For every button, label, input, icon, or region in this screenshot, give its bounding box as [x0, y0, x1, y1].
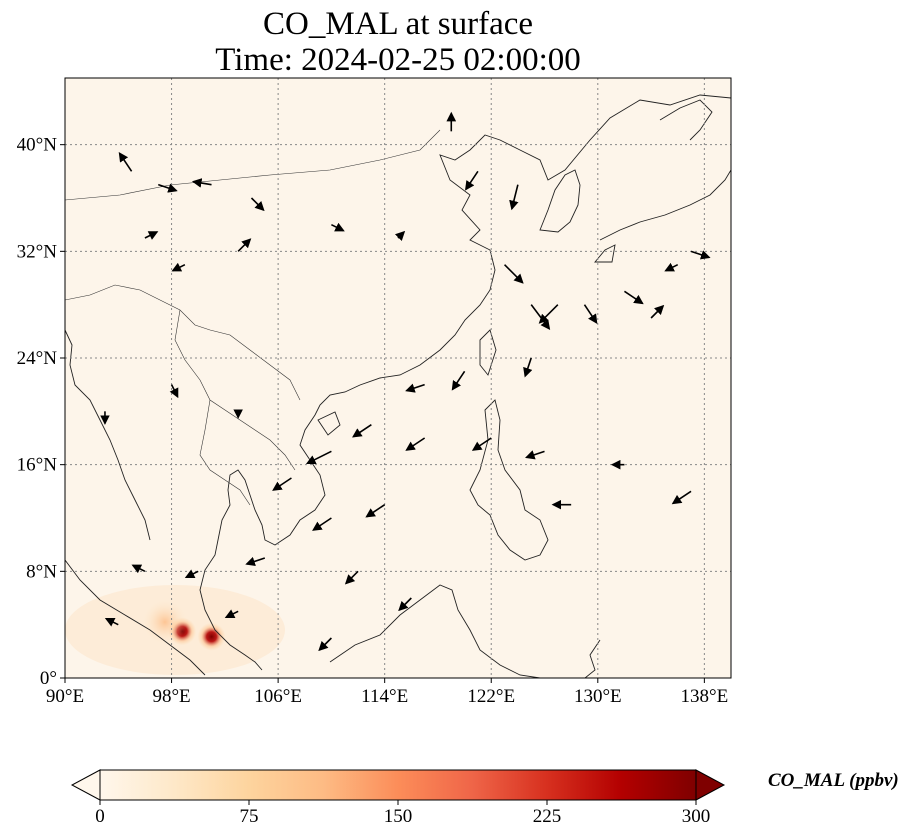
colorbar-label: CO_MAL (ppbv): [768, 770, 899, 791]
y-tick-label: 16°N: [17, 455, 58, 476]
wind-arrow: [312, 517, 332, 531]
x-tick-label: 90°E: [46, 686, 84, 707]
wind-arrow: [118, 152, 133, 172]
y-tick-label: 0°: [40, 668, 57, 689]
wind-arrow: [318, 637, 332, 652]
map-frame: [64, 77, 732, 679]
wind-arrow: [650, 304, 665, 319]
wind-arrow: [471, 437, 492, 451]
y-tick-label: 24°N: [17, 348, 58, 369]
wind-arrow: [365, 504, 386, 518]
wind-vectors: [100, 111, 711, 652]
x-tick-label: 138°E: [681, 686, 729, 707]
wind-arrow: [305, 450, 332, 465]
colorbar-tick-label: 225: [533, 806, 562, 827]
wind-arrow: [525, 450, 545, 460]
co-plume: [142, 600, 187, 644]
wind-arrow: [394, 230, 406, 242]
y-tick-label: 32°N: [17, 241, 58, 262]
colorbar: 0 75 150 225 300: [70, 769, 726, 827]
map-background: [65, 78, 731, 678]
wind-arrow: [465, 170, 479, 191]
colorbar-tick-label: 0: [95, 806, 105, 827]
wind-arrow: [690, 250, 711, 260]
wind-arrow: [509, 184, 519, 211]
wind-arrow: [245, 556, 266, 567]
wind-arrow: [157, 183, 178, 193]
wind-arrow: [503, 264, 524, 284]
wind-arrow: [405, 437, 426, 451]
wind-arrow: [583, 304, 598, 324]
x-tick-label: 130°E: [574, 686, 622, 707]
co-plume: [197, 622, 226, 651]
wind-arrow: [237, 238, 252, 252]
wind-arrow: [104, 617, 119, 627]
axis-layer: 90°E 98°E 106°E 114°E 122°E 130°E 138°E 0° 8°N 16…: [17, 135, 729, 707]
y-tick-label: 8°N: [26, 561, 57, 582]
wind-arrow: [144, 231, 159, 240]
colorbar-tick-label: 300: [682, 806, 711, 827]
wind-arrow: [523, 357, 533, 378]
colorbar-ticks: 0 75 150 225 300: [95, 800, 710, 827]
wind-arrow: [184, 569, 199, 579]
wind-arrow: [171, 262, 186, 272]
wind-arrow: [352, 424, 372, 438]
colorbar-extend-max: [695, 769, 726, 801]
chart-title-line2: Time: 2024-02-25 02:00:00: [215, 42, 581, 78]
x-tick-label: 98°E: [152, 686, 190, 707]
wind-arrow: [623, 290, 644, 305]
x-tick-label: 114°E: [361, 686, 408, 707]
wind-arrow: [224, 609, 239, 619]
colorbar-tick-label: 150: [384, 806, 413, 827]
wind-arrow: [451, 370, 466, 391]
wind-arrow: [671, 490, 692, 505]
x-tick-label: 122°E: [467, 686, 515, 707]
wind-arrow: [398, 597, 412, 612]
wind-arrow: [191, 178, 212, 188]
wind-arrow: [344, 570, 359, 585]
wind-arrow: [169, 384, 179, 399]
chart-title-line1: CO_MAL at surface: [262, 6, 534, 42]
country-borders: [65, 129, 441, 506]
colorbar-tick-label: 75: [240, 806, 259, 827]
wind-arrow: [538, 304, 559, 324]
wind-arrow: [131, 564, 146, 574]
plume-layer: [142, 600, 226, 651]
wind-arrow: [250, 197, 265, 212]
colorbar-bar: [100, 770, 696, 800]
wind-arrow: [331, 222, 345, 232]
wind-arrow: [664, 262, 679, 272]
wind-arrow: [272, 477, 292, 491]
coastlines: [65, 94, 731, 678]
colorbar-extend-min: [70, 769, 101, 801]
x-tick-label: 106°E: [254, 686, 302, 707]
wind-arrow: [405, 383, 425, 393]
y-tick-label: 40°N: [17, 135, 58, 156]
